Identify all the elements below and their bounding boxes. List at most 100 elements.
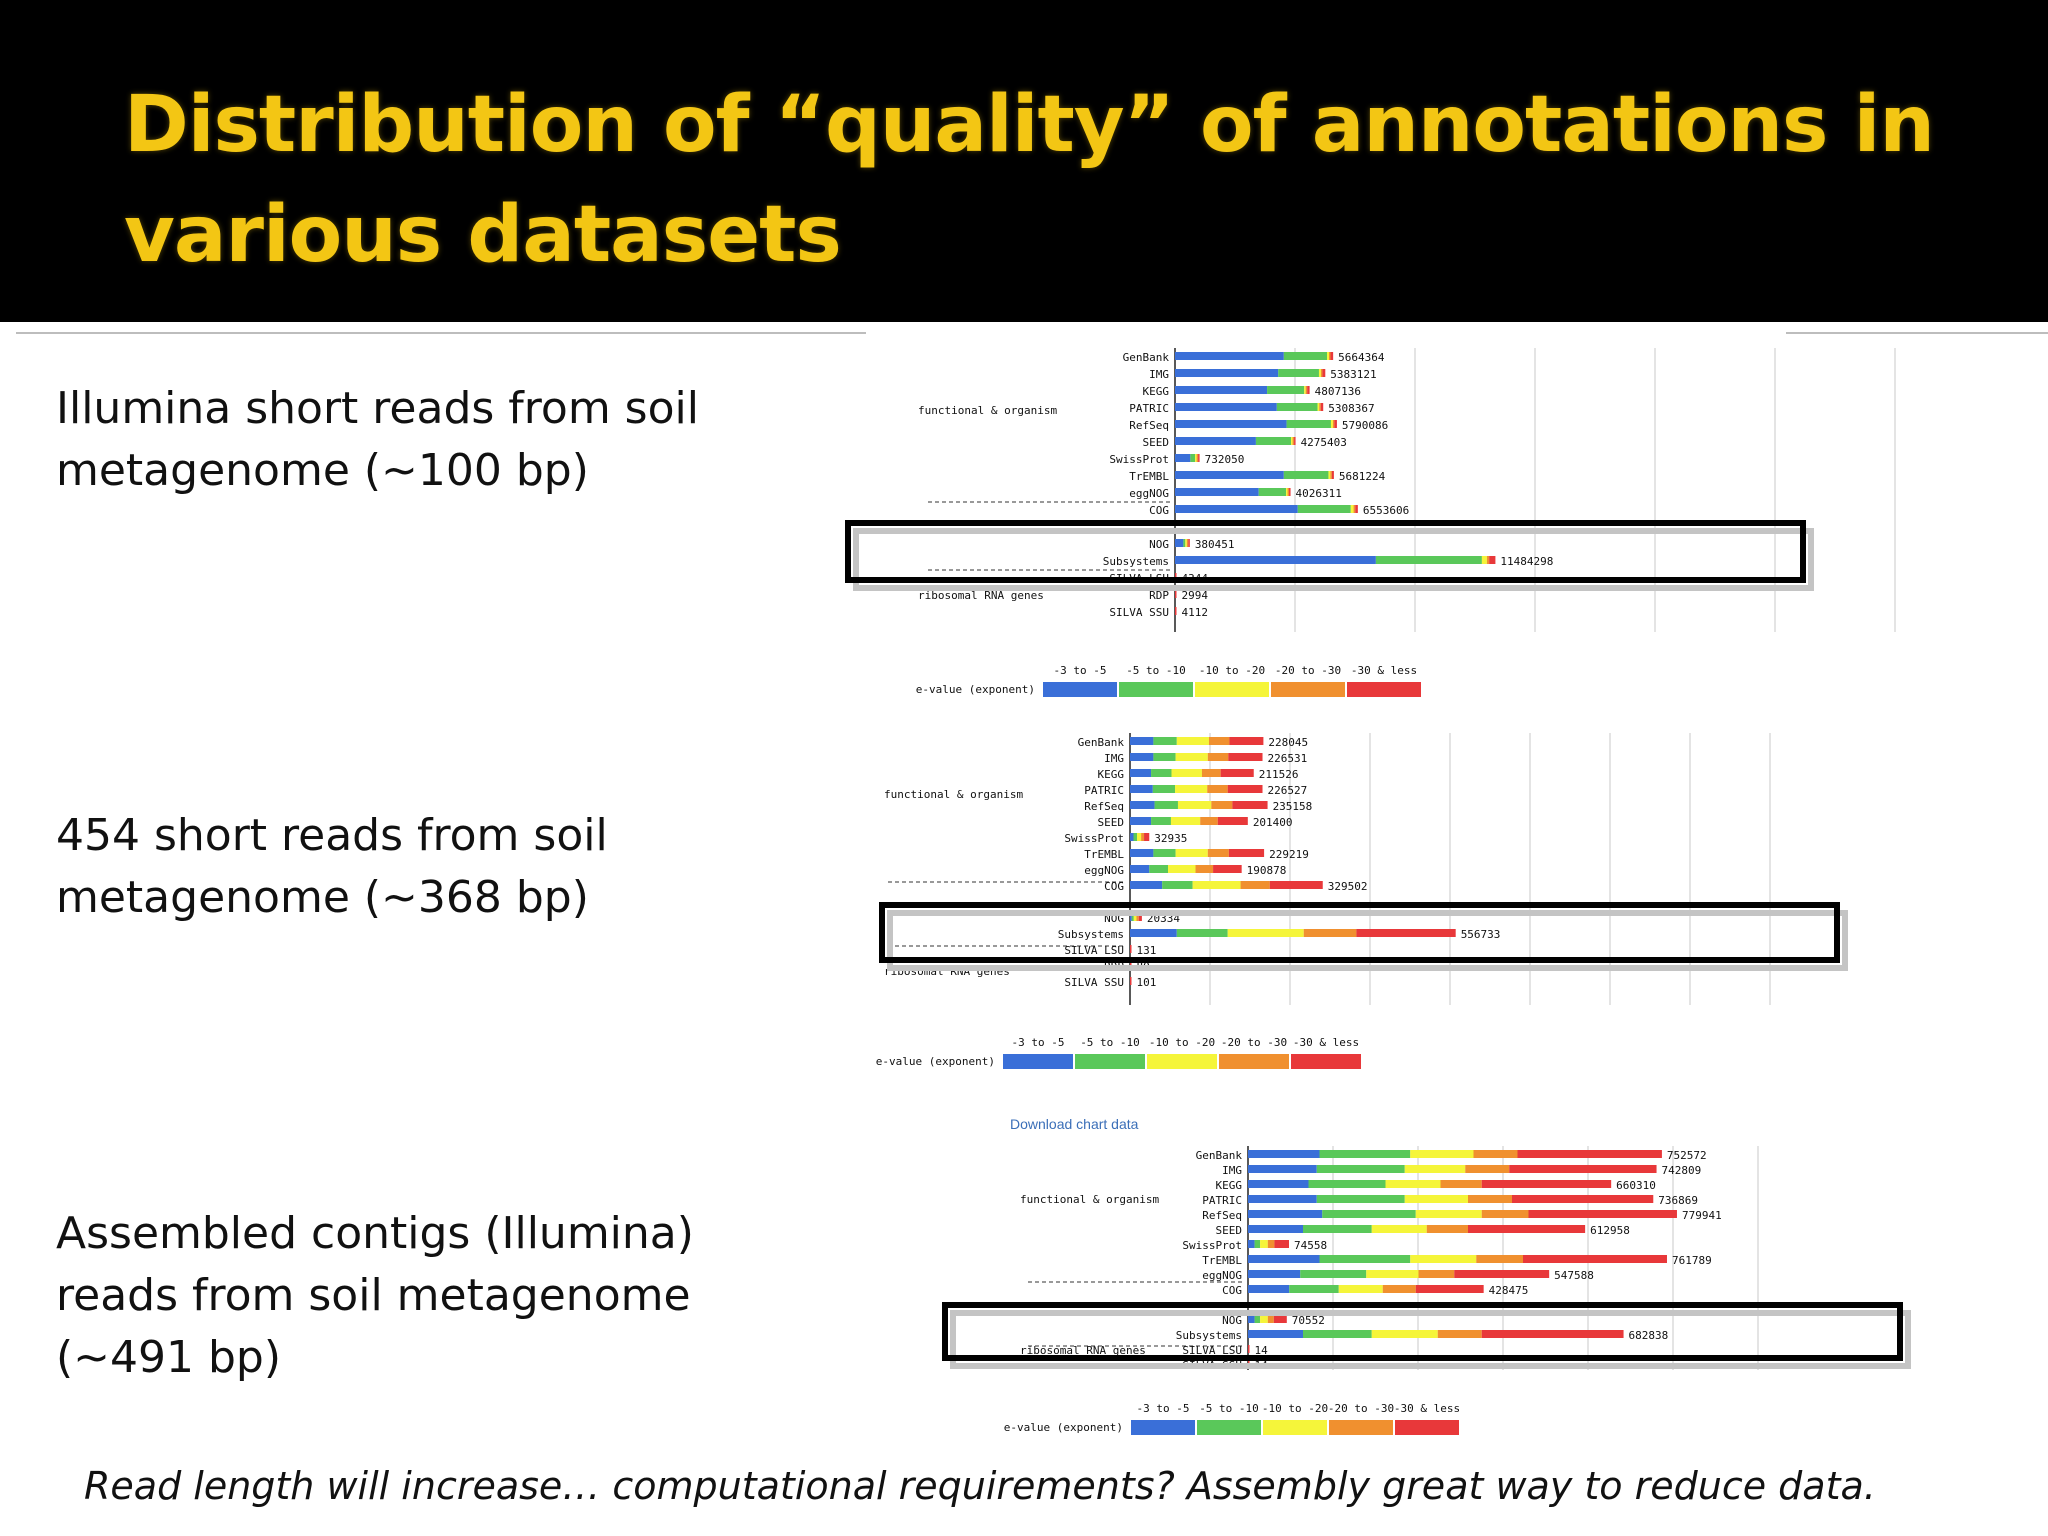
- bar-total-label: 229219: [1269, 848, 1309, 861]
- bar-total-label: 5790086: [1342, 419, 1388, 432]
- category-label: SwissProt: [1109, 453, 1169, 466]
- bar-total-label: 70552: [1292, 1314, 1325, 1327]
- bar-segment: [1319, 1150, 1411, 1158]
- bar-segment: [1254, 1240, 1261, 1248]
- bar-total-label: 380451: [1195, 538, 1235, 551]
- bar-total-label: 74558: [1294, 1239, 1327, 1252]
- category-label: eggNOG: [1129, 487, 1169, 500]
- legend-bin-label: -3 to -5: [1054, 664, 1107, 677]
- bar-total-label: 5664364: [1338, 351, 1385, 364]
- category-label: IMG: [1149, 368, 1169, 381]
- bar-segment: [1133, 833, 1138, 841]
- bar-segment: [1283, 471, 1329, 479]
- bar-segment: [1320, 369, 1323, 377]
- bar-segment: [1130, 929, 1177, 937]
- bar-segment: [1144, 833, 1150, 841]
- bar-segment: [1188, 539, 1190, 547]
- category-label: RefSeq: [1129, 419, 1169, 432]
- legend-swatch: [1291, 1054, 1361, 1069]
- bar-segment: [1175, 539, 1184, 547]
- bar-segment: [1350, 505, 1354, 513]
- bar-segment: [1228, 849, 1265, 857]
- category-label: SwissProt: [1182, 1239, 1242, 1252]
- group-label-functional: functional & organism: [918, 404, 1057, 417]
- bar-segment: [1175, 369, 1279, 377]
- bar-total-label: 201400: [1253, 816, 1293, 829]
- bar-total-label: 131: [1137, 944, 1157, 957]
- bar-segment: [1276, 403, 1318, 411]
- bar-segment: [1260, 1315, 1268, 1323]
- bar-segment: [1130, 865, 1150, 873]
- bar-total-label: 6553606: [1363, 504, 1409, 517]
- bar-segment: [1207, 785, 1228, 793]
- legend-bin-label: -30 & less: [1351, 664, 1417, 677]
- bar-segment: [1415, 1210, 1482, 1218]
- legend-title: e-value (exponent): [1004, 1421, 1123, 1434]
- bar-segment: [1130, 849, 1154, 857]
- bar-segment: [1130, 833, 1134, 841]
- bar-segment: [1248, 1270, 1301, 1278]
- bar-segment: [1195, 454, 1197, 462]
- category-label: IMG: [1104, 752, 1124, 765]
- bar-segment: [1248, 1195, 1317, 1203]
- bar-total-label: 228045: [1268, 736, 1308, 749]
- category-label: KEGG: [1098, 768, 1125, 781]
- dataset-label-illumina: Illumina short reads from soil metagenom…: [56, 383, 699, 496]
- bar-segment: [1322, 369, 1326, 377]
- bar-segment: [1267, 1315, 1274, 1323]
- bar-segment: [1248, 1315, 1255, 1323]
- bar-segment: [1316, 1195, 1405, 1203]
- category-label: SILVA LSU: [1064, 944, 1124, 957]
- category-label: NOG: [1222, 1314, 1242, 1327]
- bar-segment: [1385, 1180, 1441, 1188]
- bar-segment: [1133, 913, 1137, 921]
- category-label: RefSeq: [1202, 1209, 1242, 1222]
- category-label: TrEMBL: [1129, 470, 1169, 483]
- bar-segment: [1289, 1285, 1339, 1293]
- bar-total-label: 226531: [1268, 752, 1308, 765]
- bar-segment: [1175, 352, 1284, 360]
- legend-swatch: [1131, 1420, 1195, 1435]
- bar-segment: [1267, 386, 1305, 394]
- bar-segment: [1355, 505, 1358, 513]
- bar-segment: [1289, 488, 1291, 496]
- bar-segment: [1175, 556, 1376, 564]
- download-chart-data-link[interactable]: Download chart data: [1010, 1116, 1139, 1132]
- category-label: Subsystems: [1103, 555, 1169, 568]
- bar-segment: [1481, 1330, 1624, 1338]
- bar-segment: [1175, 420, 1287, 428]
- slide-title: Distribution of “quality” of annotations…: [124, 80, 1935, 280]
- bar-total-label: 612958: [1590, 1224, 1630, 1237]
- bar-segment: [1303, 929, 1357, 937]
- legend-bin-label: -10 to -20: [1149, 1036, 1215, 1049]
- bar-segment: [1228, 753, 1263, 761]
- category-label: SILVA SSU: [1064, 976, 1124, 989]
- bar-segment: [1328, 471, 1331, 479]
- bar-segment: [1248, 1150, 1320, 1158]
- bar-segment: [1175, 607, 1177, 615]
- category-label: SILVA LSU: [1182, 1344, 1242, 1357]
- highlight-box: [942, 1302, 1903, 1361]
- legend-bin-label: -30 & less: [1394, 1402, 1460, 1415]
- bar-segment: [1404, 1165, 1466, 1173]
- bar-segment: [1303, 1225, 1372, 1233]
- bar-segment: [1211, 801, 1233, 809]
- category-label: SEED: [1216, 1224, 1243, 1237]
- legend-swatch: [1395, 1420, 1459, 1435]
- bar-segment: [1137, 833, 1142, 841]
- legend-swatch: [1119, 682, 1193, 697]
- bar-segment: [1229, 737, 1264, 745]
- bar-segment: [1465, 1165, 1510, 1173]
- bar-segment: [1410, 1150, 1474, 1158]
- bar-segment: [1136, 913, 1139, 921]
- bar-segment: [1410, 1255, 1477, 1263]
- bar-segment: [1153, 737, 1177, 745]
- highlight-box: [845, 520, 1806, 583]
- legend-bin-label: -20 to -30: [1275, 664, 1341, 677]
- bar-segment: [1316, 1165, 1405, 1173]
- bar-segment: [1318, 369, 1321, 377]
- legend-title: e-value (exponent): [916, 683, 1035, 696]
- bar-segment: [1151, 817, 1171, 825]
- bar-segment: [1327, 352, 1330, 360]
- legend-bin-label: -5 to -10: [1126, 664, 1186, 677]
